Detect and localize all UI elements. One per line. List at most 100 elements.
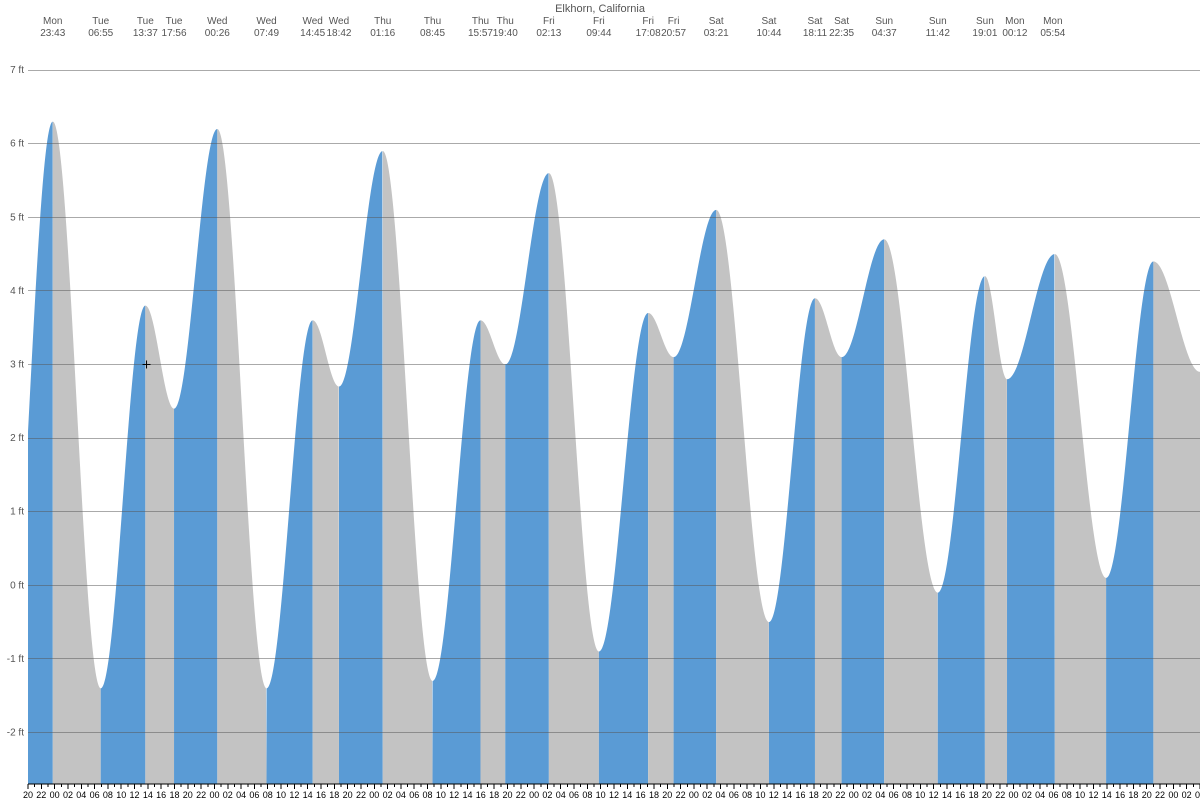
x-tick-label: 18 bbox=[1128, 790, 1138, 800]
x-tick-label: 04 bbox=[556, 790, 566, 800]
extrema-time: 23:43 bbox=[40, 28, 65, 39]
x-tick-label: 08 bbox=[423, 790, 433, 800]
x-axis: 2022000204060810121416182022000204060810… bbox=[23, 784, 1200, 800]
x-tick-label: 16 bbox=[316, 790, 326, 800]
extrema-day: Fri bbox=[668, 16, 680, 27]
x-tick-label: 02 bbox=[223, 790, 233, 800]
x-tick-label: 18 bbox=[329, 790, 339, 800]
x-tick-label: 22 bbox=[36, 790, 46, 800]
x-tick-label: 14 bbox=[942, 790, 952, 800]
extrema-time: 20:57 bbox=[661, 28, 686, 39]
x-tick-label: 22 bbox=[835, 790, 845, 800]
y-tick-label: 0 ft bbox=[10, 580, 24, 591]
x-tick-label: 06 bbox=[569, 790, 579, 800]
x-tick-label: 00 bbox=[1009, 790, 1019, 800]
x-tick-label: 00 bbox=[369, 790, 379, 800]
x-tick-label: 22 bbox=[516, 790, 526, 800]
extrema-day: Thu bbox=[374, 16, 391, 27]
extrema-day: Sun bbox=[929, 16, 947, 27]
x-tick-label: 16 bbox=[955, 790, 965, 800]
extrema-day: Sun bbox=[875, 16, 893, 27]
extrema-day: Fri bbox=[642, 16, 654, 27]
extrema-time: 19:01 bbox=[972, 28, 997, 39]
x-tick-label: 22 bbox=[196, 790, 206, 800]
x-tick-label: 14 bbox=[303, 790, 313, 800]
extrema-time: 19:40 bbox=[493, 28, 518, 39]
x-tick-label: 12 bbox=[449, 790, 459, 800]
y-tick-label: 7 ft bbox=[10, 65, 24, 76]
y-tick-label: 5 ft bbox=[10, 212, 24, 223]
extrema-day: Sat bbox=[761, 16, 776, 27]
x-tick-label: 02 bbox=[702, 790, 712, 800]
x-tick-label: 00 bbox=[529, 790, 539, 800]
x-tick-label: 20 bbox=[343, 790, 353, 800]
y-tick-label: 2 ft bbox=[10, 433, 24, 444]
x-tick-label: 04 bbox=[1195, 790, 1200, 800]
x-tick-label: 12 bbox=[289, 790, 299, 800]
y-tick-label: -1 ft bbox=[7, 654, 24, 665]
extrema-labels: Mon23:43Tue06:55Tue13:37Tue17:56Wed00:26… bbox=[40, 16, 1066, 39]
x-tick-label: 02 bbox=[1182, 790, 1192, 800]
x-tick-label: 20 bbox=[662, 790, 672, 800]
extrema-day: Sat bbox=[807, 16, 822, 27]
extrema-time: 00:12 bbox=[1002, 28, 1027, 39]
tide-fill bbox=[28, 122, 1200, 784]
extrema-day: Wed bbox=[207, 16, 227, 27]
extrema-day: Mon bbox=[1043, 16, 1062, 27]
extrema-day: Mon bbox=[1005, 16, 1024, 27]
extrema-time: 00:26 bbox=[205, 28, 230, 39]
x-tick-label: 10 bbox=[1075, 790, 1085, 800]
x-tick-label: 08 bbox=[742, 790, 752, 800]
extrema-day: Fri bbox=[543, 16, 555, 27]
x-tick-label: 14 bbox=[622, 790, 632, 800]
y-tick-label: 3 ft bbox=[10, 359, 24, 370]
extrema-day: Fri bbox=[593, 16, 605, 27]
extrema-time: 17:56 bbox=[162, 28, 187, 39]
x-tick-label: 22 bbox=[356, 790, 366, 800]
chart-title: Elkhorn, California bbox=[555, 3, 646, 15]
x-tick-label: 18 bbox=[809, 790, 819, 800]
y-tick-label: 6 ft bbox=[10, 139, 24, 150]
extrema-time: 08:45 bbox=[420, 28, 445, 39]
extrema-time: 15:57 bbox=[468, 28, 493, 39]
x-tick-label: 00 bbox=[209, 790, 219, 800]
x-tick-label: 06 bbox=[1048, 790, 1058, 800]
extrema-day: Thu bbox=[472, 16, 489, 27]
extrema-time: 13:37 bbox=[133, 28, 158, 39]
extrema-day: Tue bbox=[166, 16, 183, 27]
x-tick-label: 06 bbox=[90, 790, 100, 800]
x-tick-label: 10 bbox=[755, 790, 765, 800]
x-tick-label: 00 bbox=[50, 790, 60, 800]
extrema-time: 04:37 bbox=[872, 28, 897, 39]
x-tick-label: 20 bbox=[822, 790, 832, 800]
extrema-day: Thu bbox=[424, 16, 441, 27]
extrema-time: 02:13 bbox=[536, 28, 561, 39]
x-tick-label: 10 bbox=[915, 790, 925, 800]
x-tick-label: 20 bbox=[183, 790, 193, 800]
extrema-day: Sun bbox=[976, 16, 994, 27]
x-tick-label: 22 bbox=[995, 790, 1005, 800]
extrema-time: 17:08 bbox=[636, 28, 661, 39]
x-tick-label: 04 bbox=[76, 790, 86, 800]
x-tick-label: 16 bbox=[476, 790, 486, 800]
x-tick-label: 16 bbox=[156, 790, 166, 800]
x-tick-label: 06 bbox=[409, 790, 419, 800]
x-tick-label: 04 bbox=[1035, 790, 1045, 800]
x-tick-label: 16 bbox=[636, 790, 646, 800]
x-tick-label: 06 bbox=[249, 790, 259, 800]
extrema-day: Wed bbox=[329, 16, 349, 27]
x-tick-label: 18 bbox=[169, 790, 179, 800]
x-tick-label: 10 bbox=[596, 790, 606, 800]
x-tick-label: 02 bbox=[862, 790, 872, 800]
x-tick-label: 04 bbox=[236, 790, 246, 800]
x-tick-label: 16 bbox=[1115, 790, 1125, 800]
x-tick-label: 12 bbox=[609, 790, 619, 800]
x-tick-label: 22 bbox=[676, 790, 686, 800]
x-tick-label: 02 bbox=[383, 790, 393, 800]
x-tick-label: 02 bbox=[63, 790, 73, 800]
x-tick-label: 02 bbox=[1022, 790, 1032, 800]
x-tick-label: 02 bbox=[542, 790, 552, 800]
tide-chart: -2 ft-1 ft0 ft1 ft2 ft3 ft4 ft5 ft6 ft7 … bbox=[0, 0, 1200, 800]
x-tick-label: 08 bbox=[582, 790, 592, 800]
x-tick-label: 06 bbox=[729, 790, 739, 800]
